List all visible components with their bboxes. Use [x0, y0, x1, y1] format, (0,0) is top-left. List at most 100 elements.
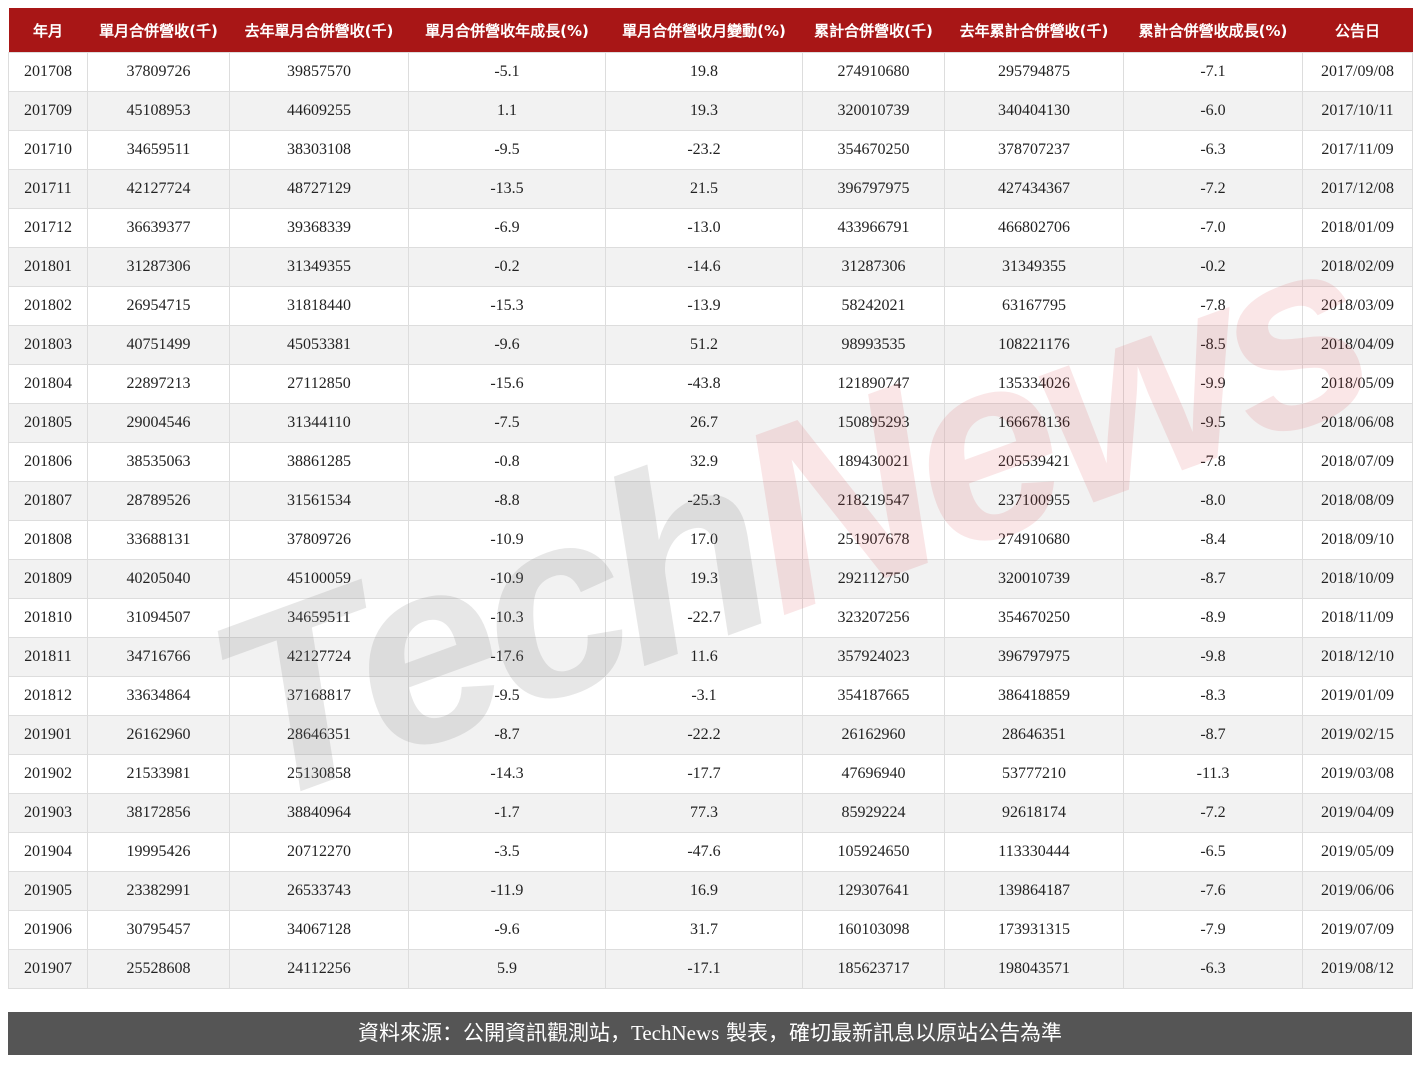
table-cell: 295794875: [944, 52, 1124, 92]
table-cell: 19.3: [605, 559, 803, 599]
table-cell: 2018/09/10: [1302, 520, 1413, 560]
table-cell: -8.7: [408, 715, 606, 755]
table-cell: -9.8: [1123, 637, 1303, 677]
table-cell: 2018/07/09: [1302, 442, 1413, 482]
table-cell: -8.4: [1123, 520, 1303, 560]
table-cell: 31287306: [802, 247, 945, 287]
table-row: 201708 37809726 39857570 -5.1 19.8 274910680 2…: [8, 52, 1413, 92]
table-cell: 2018/04/09: [1302, 325, 1413, 365]
table-cell: 354670250: [944, 598, 1124, 638]
table-cell: 357924023: [802, 637, 945, 677]
table-cell: -23.2: [605, 130, 803, 170]
table-cell: 31094507: [87, 598, 230, 638]
table-cell: 39368339: [229, 208, 409, 248]
table-cell: -13.0: [605, 208, 803, 248]
table-cell: 39857570: [229, 52, 409, 92]
table-cell: 201812: [8, 676, 88, 716]
table-cell: 19.3: [605, 91, 803, 131]
table-cell: 105924650: [802, 832, 945, 872]
table-cell: 37809726: [87, 52, 230, 92]
table-cell: 396797975: [944, 637, 1124, 677]
table-cell: -8.8: [408, 481, 606, 521]
table-cell: -7.0: [1123, 208, 1303, 248]
table-header-row: 年月 單月合併營收(千) 去年單月合併營收(千) 單月合併營收年成長(%) 單月合併營收…: [8, 8, 1413, 53]
table-cell: 466802706: [944, 208, 1124, 248]
table-row: 201905 23382991 26533743 -11.9 16.9 129307641…: [8, 871, 1413, 911]
table-cell: 2019/06/06: [1302, 871, 1413, 911]
table-cell: 2018/10/09: [1302, 559, 1413, 599]
table-cell: -1.7: [408, 793, 606, 833]
table-cell: 2018/03/09: [1302, 286, 1413, 326]
table-cell: 33688131: [87, 520, 230, 560]
column-header: 累計合併營收(千): [802, 8, 945, 53]
table-cell: -11.3: [1123, 754, 1303, 794]
table-cell: 201905: [8, 871, 88, 911]
table-cell: 38172856: [87, 793, 230, 833]
table-cell: 28646351: [944, 715, 1124, 755]
table-cell: 51.2: [605, 325, 803, 365]
table-cell: 34659511: [87, 130, 230, 170]
table-cell: -3.5: [408, 832, 606, 872]
table-cell: 201708: [8, 52, 88, 92]
table-cell: 2019/07/09: [1302, 910, 1413, 950]
table-cell: 31287306: [87, 247, 230, 287]
table-cell: 340404130: [944, 91, 1124, 131]
table-cell: -15.3: [408, 286, 606, 326]
table-cell: 63167795: [944, 286, 1124, 326]
table-cell: 45053381: [229, 325, 409, 365]
table-cell: 17.0: [605, 520, 803, 560]
table-cell: -17.6: [408, 637, 606, 677]
table-cell: -8.7: [1123, 715, 1303, 755]
table-cell: 34067128: [229, 910, 409, 950]
table-row: 201711 42127724 48727129 -13.5 21.5 396797975…: [8, 169, 1413, 209]
table-cell: -11.9: [408, 871, 606, 911]
table-cell: 19.8: [605, 52, 803, 92]
table-cell: 201711: [8, 169, 88, 209]
table-cell: 201803: [8, 325, 88, 365]
column-header: 累計合併營收成長(%): [1123, 8, 1303, 53]
table-cell: 26954715: [87, 286, 230, 326]
table-cell: 108221176: [944, 325, 1124, 365]
table-cell: -6.9: [408, 208, 606, 248]
table-cell: 201806: [8, 442, 88, 482]
table-cell: 53777210: [944, 754, 1124, 794]
table-cell: 135334026: [944, 364, 1124, 404]
table-cell: 31349355: [229, 247, 409, 287]
table-cell: 201801: [8, 247, 88, 287]
table-cell: 31344110: [229, 403, 409, 443]
table-row: 201802 26954715 31818440 -15.3 -13.9 58242021…: [8, 286, 1413, 326]
table-cell: -8.7: [1123, 559, 1303, 599]
column-header: 年月: [8, 8, 88, 53]
table-row: 201801 31287306 31349355 -0.2 -14.6 31287306 3…: [8, 247, 1413, 287]
table-row: 201712 36639377 39368339 -6.9 -13.0 433966791…: [8, 208, 1413, 248]
table-cell: 34716766: [87, 637, 230, 677]
table-row: 201808 33688131 37809726 -10.9 17.0 251907678…: [8, 520, 1413, 560]
table-cell: 201709: [8, 91, 88, 131]
table-cell: 201902: [8, 754, 88, 794]
table-row: 201907 25528608 24112256 5.9 -17.1 185623717 1…: [8, 949, 1413, 989]
table-cell: 29004546: [87, 403, 230, 443]
table-row: 201812 33634864 37168817 -9.5 -3.1 354187665 3…: [8, 676, 1413, 716]
table-cell: 28789526: [87, 481, 230, 521]
table-cell: 31818440: [229, 286, 409, 326]
table-cell: 201710: [8, 130, 88, 170]
table-cell: 2019/02/15: [1302, 715, 1413, 755]
table-row: 201902 21533981 25130858 -14.3 -17.7 47696940…: [8, 754, 1413, 794]
table-cell: 2018/05/09: [1302, 364, 1413, 404]
table-cell: 201808: [8, 520, 88, 560]
table-cell: 33634864: [87, 676, 230, 716]
table-cell: 274910680: [944, 520, 1124, 560]
table-cell: 37168817: [229, 676, 409, 716]
table-cell: -22.7: [605, 598, 803, 638]
table-cell: 11.6: [605, 637, 803, 677]
table-row: 201803 40751499 45053381 -9.6 51.2 98993535 10…: [8, 325, 1413, 365]
table-cell: 40751499: [87, 325, 230, 365]
table-cell: 433966791: [802, 208, 945, 248]
table-cell: 189430021: [802, 442, 945, 482]
table-cell: 26162960: [802, 715, 945, 755]
table-cell: 21533981: [87, 754, 230, 794]
table-cell: 2019/05/09: [1302, 832, 1413, 872]
table-cell: -17.1: [605, 949, 803, 989]
table-cell: -9.6: [408, 325, 606, 365]
table-cell: -3.1: [605, 676, 803, 716]
